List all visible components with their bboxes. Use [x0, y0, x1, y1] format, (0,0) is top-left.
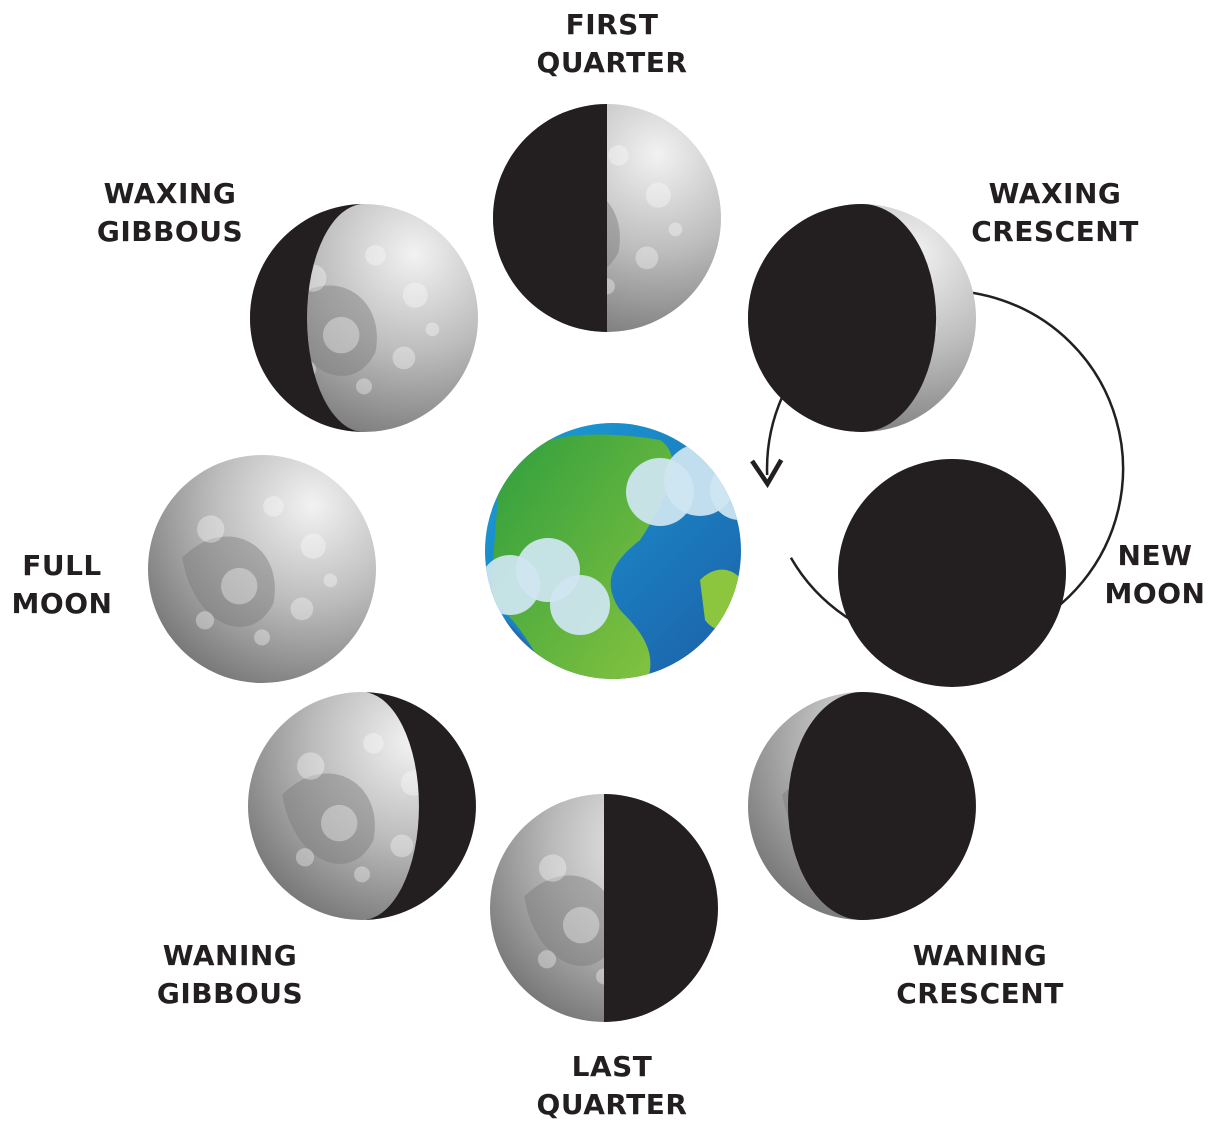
first-quarter-label-line: QUARTER	[536, 46, 688, 79]
waxing-gibbous-label-line: GIBBOUS	[96, 215, 244, 248]
waxing-crescent-label: WAXING CRESCENT	[971, 175, 1139, 251]
waxing-crescent-label-line: CRESCENT	[971, 215, 1139, 248]
new-moon-label: NEW MOON	[1105, 537, 1206, 613]
waxing-gibbous-moon	[250, 204, 478, 432]
first-quarter-moon	[493, 104, 721, 332]
last-quarter-label-line: LAST	[571, 1050, 653, 1083]
new-moon-label-line: MOON	[1104, 577, 1206, 610]
waxing-gibbous-label-line: WAXING	[103, 177, 237, 210]
last-quarter-label-line: QUARTER	[536, 1088, 688, 1121]
waning-gibbous-label-line: WANING	[162, 939, 298, 972]
waxing-crescent-label-line: WAXING	[988, 177, 1122, 210]
waxing-gibbous-label: WAXING GIBBOUS	[97, 175, 243, 251]
waning-crescent-moon	[748, 692, 976, 920]
waning-crescent-label: WANING CRESCENT	[896, 937, 1064, 1013]
new-moon-moon	[838, 459, 1066, 687]
new-moon-label-line: NEW	[1117, 539, 1193, 572]
waning-gibbous-moon	[248, 692, 476, 920]
last-quarter-moon	[490, 794, 718, 1022]
waxing-crescent-moon	[748, 204, 976, 432]
full-moon-label-line: MOON	[11, 587, 113, 620]
waning-crescent-label-line: WANING	[912, 939, 1048, 972]
earth-icon	[485, 423, 741, 679]
first-quarter-label: FIRST QUARTER	[537, 6, 688, 82]
full-moon-label-line: FULL	[22, 549, 102, 582]
full-moon-label: FULL MOON	[12, 547, 113, 623]
last-quarter-label: LAST QUARTER	[537, 1048, 688, 1124]
waning-gibbous-label-line: GIBBOUS	[156, 977, 304, 1010]
full-moon-moon	[148, 455, 376, 683]
waning-gibbous-label: WANING GIBBOUS	[157, 937, 303, 1013]
waning-crescent-label-line: CRESCENT	[896, 977, 1064, 1010]
first-quarter-label-line: FIRST	[565, 8, 659, 41]
